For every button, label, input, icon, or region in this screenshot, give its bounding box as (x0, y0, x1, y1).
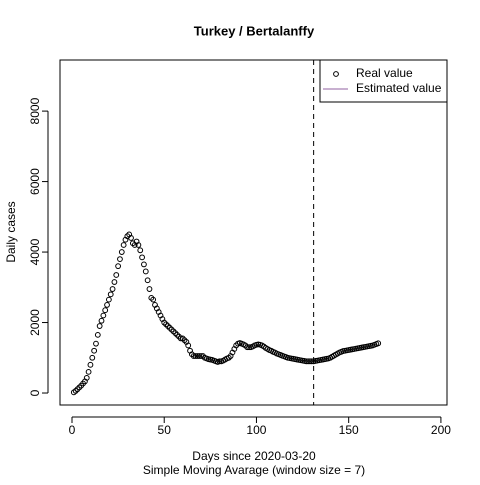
point (120, 242, 127, 248)
x-tick-label: 0 (69, 423, 76, 437)
point (102, 307, 109, 314)
legend-box (319, 59, 448, 103)
point (111, 279, 118, 285)
point (100, 312, 107, 319)
point (135, 242, 142, 248)
point (190, 353, 197, 359)
point (196, 353, 203, 359)
point (93, 340, 99, 347)
point (107, 291, 114, 298)
point (141, 261, 147, 268)
x-tick-label: 150 (339, 423, 359, 437)
point (91, 347, 98, 354)
point (375, 340, 382, 347)
point (150, 296, 157, 303)
subtitle: Simple Moving Avarage (window size = 7) (143, 463, 365, 477)
point (146, 286, 153, 292)
x-tick-label: 50 (158, 423, 172, 437)
y-axis-label: Daily cases (4, 201, 18, 262)
point (194, 353, 201, 359)
point (192, 353, 199, 359)
x-tick-label: 100 (246, 423, 266, 437)
point (303, 358, 310, 365)
point (118, 249, 125, 255)
point (117, 256, 123, 263)
legend-marker (333, 71, 339, 77)
point (244, 344, 251, 351)
legend-label: Real value (356, 66, 413, 80)
point (305, 358, 312, 365)
chart-title: Turkey / Bertalanffy (194, 23, 315, 38)
point (113, 272, 120, 278)
point (128, 235, 134, 241)
y-tick-label: 2000 (28, 309, 42, 336)
point (142, 268, 149, 275)
plot-frame (59, 59, 448, 406)
point (139, 254, 145, 261)
y-tick-label: 8000 (28, 97, 42, 124)
legend-label: Estimated value (356, 81, 442, 95)
point (89, 354, 96, 361)
point (307, 358, 313, 365)
point (137, 247, 144, 254)
y-tick-label: 6000 (28, 168, 42, 195)
point (109, 286, 116, 292)
point (83, 374, 90, 381)
y-tick-label: 4000 (28, 238, 42, 265)
x-tick-label: 200 (431, 423, 451, 437)
point (104, 302, 110, 308)
point (85, 368, 92, 375)
point (185, 342, 192, 349)
point (308, 358, 315, 365)
point (216, 358, 223, 365)
point (246, 344, 252, 351)
point (87, 361, 94, 368)
point (115, 263, 122, 270)
point (94, 331, 101, 338)
y-tick-label: 0 (28, 389, 42, 396)
point (96, 323, 103, 329)
x-axis-label: Days since 2020-03-20 (192, 449, 316, 463)
point (144, 277, 151, 284)
point (98, 317, 105, 324)
point (105, 296, 112, 303)
